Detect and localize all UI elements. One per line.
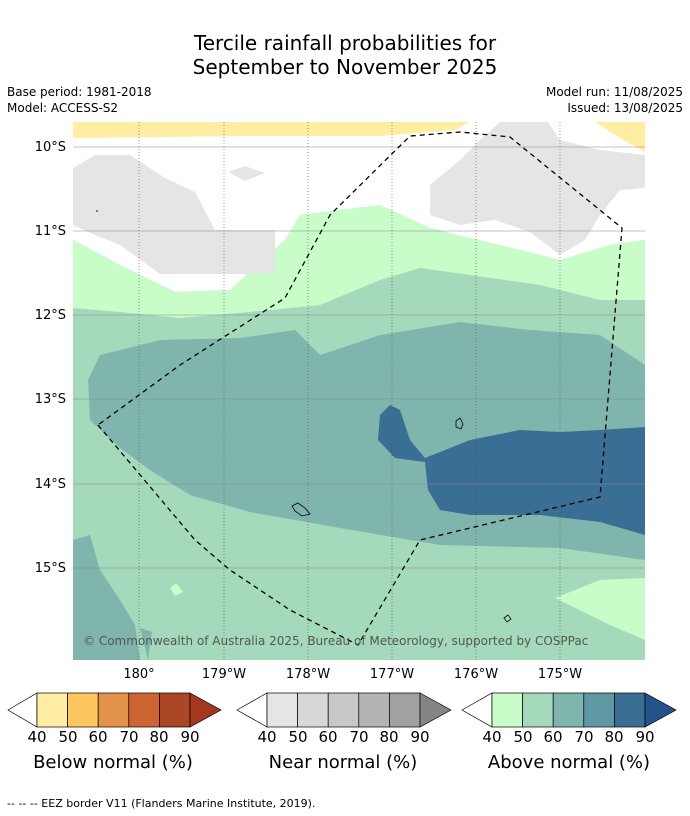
- legend-swatch: [159, 692, 191, 728]
- latitude-gridlines: [73, 146, 645, 569]
- near-40-50-patch-small: [228, 166, 265, 181]
- probability-fill-layers: [73, 122, 645, 660]
- tick: 90: [410, 728, 430, 746]
- tick: 50: [58, 728, 78, 746]
- above-70-80-zone: [378, 405, 645, 535]
- legend-above-arrow-right: [644, 692, 677, 728]
- above-40-50-zone-se: [555, 578, 645, 640]
- legend-swatch: [522, 692, 554, 728]
- issued-date: Issued: 13/08/2025: [567, 101, 683, 115]
- island-outline-west: [291, 502, 311, 517]
- legend-near-arrow-right: [419, 692, 452, 728]
- lat-label-13s: 13°S: [35, 392, 66, 407]
- lon-label-175w: 175°W: [538, 667, 582, 682]
- latitude-labels: 10°S 11°S 12°S 13°S 14°S 15°S: [35, 140, 66, 576]
- lat-label-14s: 14°S: [35, 477, 66, 492]
- eez-border: [97, 131, 623, 646]
- model-name: Model: ACCESS-S2: [7, 101, 119, 115]
- legend-swatch: [358, 692, 390, 728]
- legend-swatch: [552, 692, 585, 728]
- legend-near-swatches: [266, 692, 421, 728]
- legend-swatch: [491, 692, 523, 728]
- legend-swatch: [67, 692, 99, 728]
- lon-label-178w: 178°W: [286, 667, 330, 682]
- legend-swatch: [36, 692, 68, 728]
- map-title: Tercile rainfall probabilities for Septe…: [0, 31, 690, 79]
- legend-above-swatches: [491, 692, 646, 728]
- legend-near-normal: [236, 692, 452, 728]
- tick: 60: [543, 728, 563, 746]
- tick: 40: [482, 728, 502, 746]
- lat-label-12s: 12°S: [35, 308, 66, 323]
- tick: 60: [318, 728, 338, 746]
- legend-near-arrow-left: [236, 692, 268, 728]
- legend-below-normal: [7, 692, 222, 728]
- tick: 60: [88, 728, 108, 746]
- tick: 90: [180, 728, 200, 746]
- legend-above-label: Above normal (%): [487, 752, 651, 773]
- legend-above-normal: [461, 692, 677, 728]
- legend-swatch: [97, 692, 130, 728]
- near-40-50-patch-west: [73, 155, 275, 274]
- legend-swatch: [266, 692, 298, 728]
- island-outline-north: [455, 417, 464, 430]
- tick: 40: [27, 728, 47, 746]
- legend-below-arrow-left: [7, 692, 38, 728]
- legend-below-label: Below normal (%): [33, 752, 193, 773]
- tick: 70: [349, 728, 369, 746]
- above-40-50-zone: [73, 205, 645, 318]
- legend-below-swatches: [36, 692, 191, 728]
- legend-swatch: [128, 692, 160, 728]
- legend-swatch: [297, 692, 329, 728]
- above-40-50-patch-small: [170, 583, 183, 596]
- below-40-50-zone-corner: [595, 122, 645, 152]
- tick: 50: [513, 728, 533, 746]
- tick: 40: [257, 728, 277, 746]
- model-run: Model run: 11/08/2025: [545, 85, 683, 99]
- legend-near-label: Near normal (%): [268, 752, 418, 773]
- above-60-70-zone-sw: [73, 535, 140, 660]
- lat-label-15s: 15°S: [35, 561, 66, 576]
- longitude-labels: 180° 179°W 178°W 177°W 176°W 175°W: [123, 667, 582, 682]
- legend-below-arrow-right: [189, 692, 222, 728]
- lon-label-180: 180°: [123, 667, 154, 682]
- title-line-1: Tercile rainfall probabilities for: [193, 31, 497, 55]
- legend-swatch: [614, 692, 646, 728]
- near-40-50-patch-east: [430, 122, 645, 255]
- tick: 80: [379, 728, 399, 746]
- legend-swatch: [327, 692, 360, 728]
- island-outline-south: [503, 614, 512, 623]
- tick: 70: [119, 728, 139, 746]
- lat-label-10s: 10°S: [35, 140, 66, 155]
- meta-right: Model run: 11/08/2025 Issued: 13/08/2025: [546, 84, 683, 116]
- legend-swatch: [583, 692, 615, 728]
- copyright-notice: © Commonwealth of Australia 2025, Bureau…: [83, 634, 588, 648]
- tick: 80: [604, 728, 624, 746]
- tick: 50: [288, 728, 308, 746]
- base-period: Base period: 1981-2018: [7, 85, 152, 99]
- tick: 80: [149, 728, 169, 746]
- tick: 90: [635, 728, 655, 746]
- title-line-2: September to November 2025: [192, 55, 498, 79]
- legend-above-arrow-left: [461, 692, 493, 728]
- lon-label-177w: 177°W: [370, 667, 414, 682]
- lat-label-11s: 11°S: [35, 224, 66, 239]
- legend-swatch: [389, 692, 421, 728]
- lon-label-176w: 176°W: [454, 667, 498, 682]
- tick: 70: [574, 728, 594, 746]
- island-dot: [96, 210, 98, 212]
- below-40-50-zone-top: [73, 122, 470, 138]
- above-60-70-zone-bottom: [140, 628, 152, 660]
- lon-label-179w: 179°W: [202, 667, 246, 682]
- eez-footnote: -- -- -- EEZ border V11 (Flanders Marine…: [7, 797, 316, 810]
- meta-left: Base period: 1981-2018 Model: ACCESS-S2: [7, 84, 152, 116]
